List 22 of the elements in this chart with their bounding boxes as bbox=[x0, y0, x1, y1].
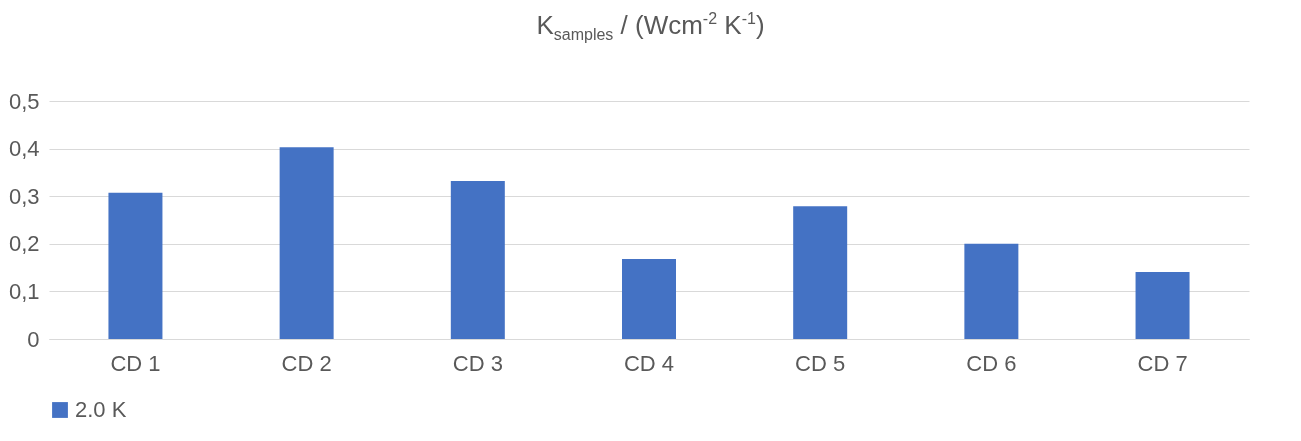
chart-title: K$_{samples}$ / (Wcm$^{-2}$ K$^{-1}$) bbox=[535, 9, 766, 46]
x-tick-label: CD 1 bbox=[110, 350, 161, 376]
bar bbox=[279, 147, 334, 339]
y-tick-label: 0 bbox=[27, 326, 40, 352]
x-tick-label: CD 3 bbox=[452, 350, 503, 376]
x-tick-label: CD 5 bbox=[795, 350, 846, 376]
bar bbox=[793, 206, 848, 339]
x-tick-label: CD 4 bbox=[623, 350, 675, 376]
x-tick-label: CD 2 bbox=[281, 350, 332, 376]
x-tick-label: CD 6 bbox=[966, 350, 1017, 376]
y-tick-label: 0,5 bbox=[8, 88, 40, 114]
bar bbox=[964, 243, 1019, 339]
bar bbox=[108, 192, 163, 339]
y-tick-label: 0,3 bbox=[8, 183, 40, 209]
y-tick-label: 0,1 bbox=[8, 278, 40, 304]
x-tick-label: CD 7 bbox=[1137, 350, 1188, 376]
bar bbox=[622, 259, 676, 339]
y-tick-label: 0,4 bbox=[8, 136, 40, 162]
bar bbox=[450, 180, 505, 339]
legend-label: 2.0 K bbox=[75, 397, 127, 422]
bar bbox=[1135, 271, 1190, 339]
y-tick-label: 0,2 bbox=[8, 231, 40, 257]
